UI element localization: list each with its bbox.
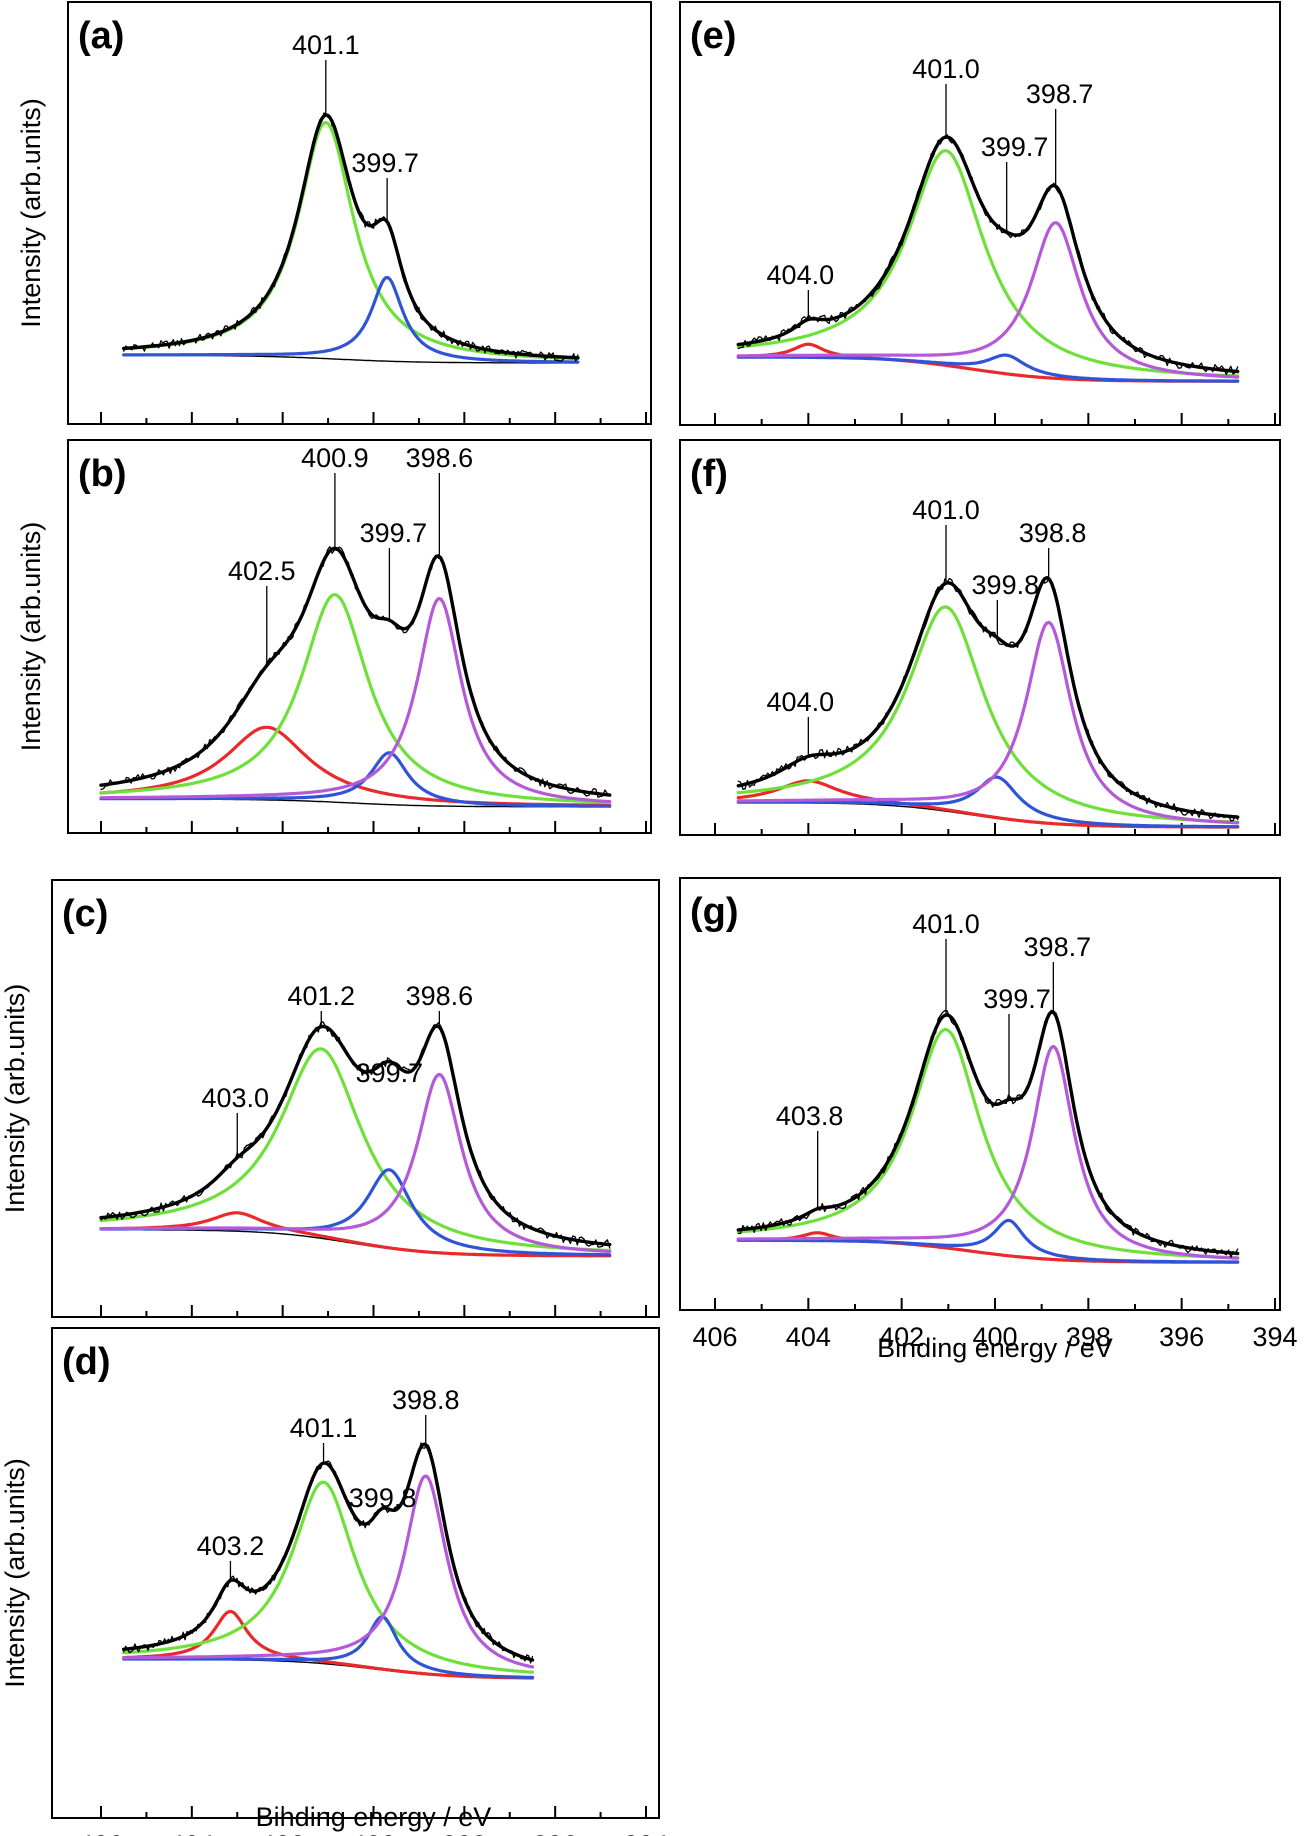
y-axis-label: Intensity (arb.units) [0, 1458, 30, 1688]
x-tick-label: 398 [442, 1830, 487, 1836]
plot-frame [679, 439, 1281, 836]
peak-label: 403.0 [201, 1083, 269, 1113]
component-peak-401.1 [122, 1480, 535, 1674]
peak-label: 401.0 [912, 495, 980, 525]
plot-frame [67, 1, 652, 425]
fit-envelope [736, 1010, 1240, 1256]
panel-tag: (f) [690, 453, 728, 495]
panel-tag: (c) [62, 893, 108, 935]
component-peak-398.8 [736, 620, 1240, 825]
x-tick-label: 406 [692, 1322, 737, 1352]
component-peak-399.8 [122, 1615, 535, 1679]
y-axis-label: Intensity (arb.units) [16, 98, 46, 328]
x-tick-label: 396 [533, 1830, 578, 1836]
plot-frame [67, 439, 652, 834]
x-tick-label: 398 [1066, 1322, 1111, 1352]
peak-label: 403.8 [776, 1101, 844, 1131]
peak-label: 399.8 [972, 570, 1040, 600]
peak-label: 399.7 [360, 518, 428, 548]
component-peak-401.2 [99, 1047, 612, 1252]
peak-label: 398.6 [406, 443, 474, 473]
peak-label: 400.9 [301, 443, 369, 473]
fit-envelope [736, 576, 1240, 819]
peak-label: 398.7 [1024, 932, 1092, 962]
component-peak-401.0 [736, 1027, 1240, 1260]
panel-b: Intensity (arb.units) (b) 402.5 400.9 399.7 3… [16, 439, 652, 834]
x-tick-label: 400 [351, 1830, 396, 1836]
component-peak-401.0 [736, 149, 1240, 378]
component-peak-399.7 [736, 1218, 1240, 1264]
x-axis-label: Binding energy / eV [877, 1333, 1113, 1363]
plot-frame [679, 877, 1281, 1311]
x-tick-label: 406 [78, 1830, 123, 1836]
peak-label: 399.7 [983, 984, 1051, 1014]
fit-envelope [122, 1442, 535, 1662]
y-axis-label: Intensity (arb.units) [0, 984, 30, 1214]
component-peak-399.7 [122, 276, 580, 364]
peak-label: 398.7 [1026, 79, 1094, 109]
x-tick-label: 396 [1159, 1322, 1204, 1352]
component-peak-398.7 [736, 1044, 1240, 1260]
peak-label: 404.0 [767, 687, 835, 717]
panel-tag: (d) [62, 1341, 111, 1383]
peak-label: 399.7 [356, 1058, 424, 1088]
component-peak-403.2 [122, 1609, 535, 1680]
peak-label: 398.8 [1019, 518, 1087, 548]
fit-envelope [122, 113, 580, 360]
panel-tag: (g) [690, 891, 739, 933]
x-tick-label: 402 [260, 1830, 305, 1836]
component-peak-399.7 [99, 751, 612, 808]
component-peak-401.0 [736, 605, 1240, 824]
peak-label: 401.1 [292, 30, 360, 60]
component-peak-399.7 [736, 353, 1240, 383]
x-tick-label: 402 [879, 1322, 924, 1352]
component-peak-404.0 [736, 342, 1240, 383]
peak-label: 399.8 [349, 1483, 417, 1513]
plot-frame [679, 1, 1281, 426]
peak-label: 403.2 [197, 1531, 265, 1561]
panel-tag: (a) [78, 15, 124, 57]
peak-label: 401.0 [912, 909, 980, 939]
panel-e: (e) 404.0 401.0 399.7 398.7 [679, 1, 1281, 426]
peak-label: 398.8 [392, 1385, 460, 1415]
peak-label: 399.7 [351, 148, 419, 178]
peak-label: 404.0 [767, 260, 835, 290]
panel-tag: (e) [690, 15, 736, 57]
plot-frame [51, 879, 660, 1318]
peak-label: 402.5 [228, 556, 296, 586]
panel-a: Intensity (arb.units) (a) 401.1 399.7 [16, 1, 652, 425]
panel-d: 406 404 402 400 398 396 394 Binding energy / eV… [0, 1327, 669, 1836]
peak-label: 401.2 [287, 981, 355, 1011]
peak-label: 401.1 [290, 1413, 358, 1443]
panel-f: (f) 404.0 401.0 399.8 398.8 [679, 439, 1281, 836]
panel-tag: (b) [78, 453, 127, 495]
plot-frame [51, 1327, 660, 1819]
peak-label: 401.0 [912, 54, 980, 84]
component-peak-398.8 [122, 1474, 535, 1669]
x-tick-label: 394 [1252, 1322, 1297, 1352]
fit-envelope [736, 135, 1240, 374]
x-tick-label: 404 [786, 1322, 831, 1352]
component-peak-398.7 [736, 221, 1240, 379]
x-axis-label: Binding energy / eV [256, 1802, 492, 1832]
component-peak-398.6 [99, 597, 612, 804]
x-tick-label: 404 [169, 1830, 214, 1836]
x-tick-label: 394 [623, 1830, 668, 1836]
panel-g: 406 404 402 400 398 396 394 Binding energy / eV… [679, 877, 1298, 1363]
panel-c: Intensity (arb.units) (c) 403.0 401.2 399.7 3… [0, 879, 660, 1318]
fit-envelope [99, 546, 612, 797]
fit-envelope [99, 1024, 612, 1247]
component-peak-398.6 [99, 1072, 612, 1254]
x-tick-label: 400 [972, 1322, 1017, 1352]
peak-label: 398.6 [406, 981, 474, 1011]
y-axis-label: Intensity (arb.units) [16, 522, 46, 752]
component-peak-400.9 [99, 593, 612, 804]
peak-label: 399.7 [981, 132, 1049, 162]
component-peak-403.0 [99, 1211, 612, 1258]
